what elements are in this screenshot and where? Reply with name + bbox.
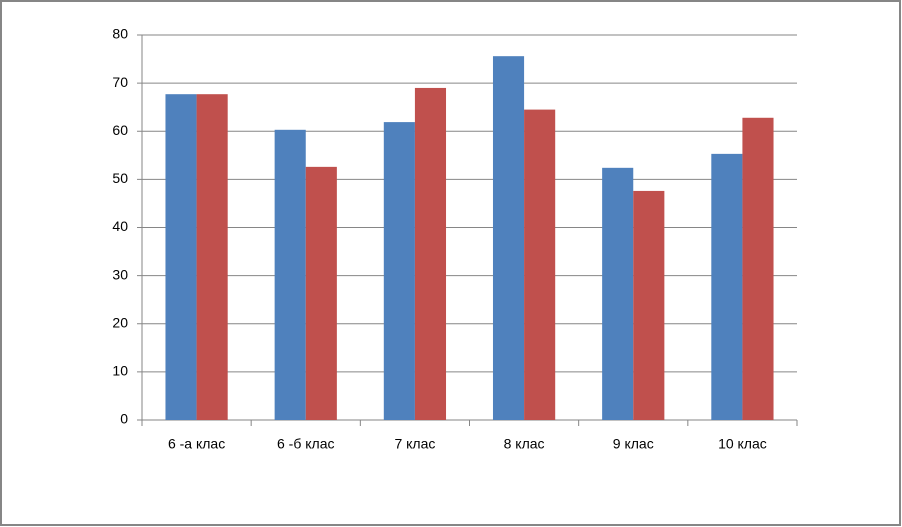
bar <box>711 153 743 420</box>
x-tick-label: 10 клас <box>718 436 767 452</box>
y-tick-label: 80 <box>112 26 128 42</box>
y-tick-label: 60 <box>112 122 128 138</box>
bar <box>633 190 665 420</box>
x-tick-label: 8 клас <box>504 436 545 452</box>
y-tick-label: 20 <box>112 314 128 330</box>
bar <box>414 87 447 420</box>
x-tick-label: 6 -б клас <box>277 436 334 452</box>
bar <box>165 94 197 420</box>
y-tick-label: 50 <box>112 170 128 186</box>
y-tick-label: 10 <box>112 363 128 379</box>
x-tick-label: 6 -а клас <box>168 436 225 452</box>
bar <box>196 94 228 420</box>
y-tick-label: 30 <box>112 266 128 282</box>
bar <box>383 122 415 420</box>
bar <box>602 167 634 420</box>
y-tick-label: 40 <box>112 218 128 234</box>
x-tick-label: 9 клас <box>613 436 654 452</box>
y-tick-label: 70 <box>112 74 128 90</box>
x-tick-label: 7 клас <box>394 436 435 452</box>
bar <box>274 129 306 420</box>
bar <box>305 166 337 420</box>
y-tick-label: 0 <box>120 411 128 427</box>
bar <box>524 109 556 420</box>
bar <box>742 117 774 421</box>
bar <box>492 56 525 421</box>
